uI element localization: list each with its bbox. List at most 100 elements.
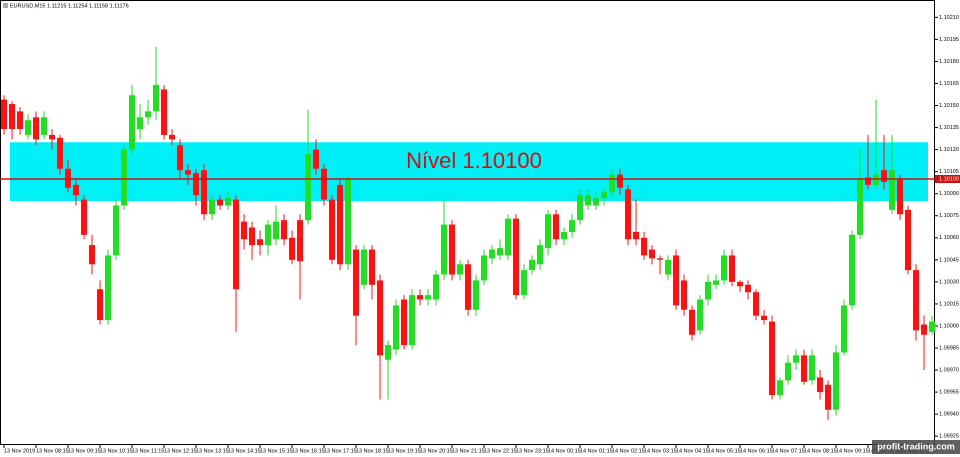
candle-body: [929, 321, 935, 332]
candle-body: [113, 205, 119, 256]
watermark-bg: [872, 440, 960, 454]
candle-body: [289, 237, 295, 260]
level-axis-box: [935, 175, 960, 184]
y-tick-label: 1.10180: [939, 59, 959, 65]
candle-body: [321, 168, 327, 200]
x-tick-label: 14 Nov 06:15: [740, 448, 773, 454]
candle-body: [505, 218, 511, 256]
candle-body: [825, 384, 831, 410]
candle-body: [193, 173, 199, 196]
y-tick-label: 1.10000: [939, 323, 959, 329]
candle-body: [457, 264, 463, 275]
candle-body: [633, 231, 639, 240]
candle-body: [153, 84, 159, 112]
symbol-icon: [3, 3, 8, 8]
x-tick-label: 13 Nov 18:15: [356, 448, 389, 454]
candle-body: [569, 220, 575, 232]
candle-body: [121, 149, 127, 206]
candle-body: [57, 137, 63, 169]
x-tick-label: 14 Nov 08:15: [804, 448, 837, 454]
candle-body: [393, 305, 399, 350]
level-axis-label: 1.10100: [939, 176, 959, 182]
candle-body: [561, 231, 567, 240]
candle-body: [905, 209, 911, 271]
candle-body: [465, 264, 471, 310]
y-tick-label: 1.09955: [939, 390, 959, 396]
candle-body: [737, 281, 743, 287]
candle-body: [593, 198, 599, 206]
x-tick-label: 13 Nov 08:15: [36, 448, 69, 454]
candle-body: [745, 284, 751, 293]
candle-body: [841, 305, 847, 353]
candle-body: [785, 362, 791, 381]
x-tick-label: 13 Nov 23:15: [516, 448, 549, 454]
candle-body: [337, 184, 343, 265]
candle-body: [601, 192, 607, 199]
candle-body: [657, 258, 663, 260]
candle-body: [161, 89, 167, 135]
candle-body: [881, 170, 887, 182]
y-tick-label: 1.09985: [939, 345, 959, 351]
level-zone: [10, 142, 928, 202]
candle-body: [809, 355, 815, 381]
y-tick-label: 1.10045: [939, 257, 959, 263]
candle-body: [889, 170, 895, 210]
x-tick-label: 14 Nov 01:15: [580, 448, 613, 454]
candle-body: [329, 199, 335, 260]
y-tick-label: 1.10165: [939, 81, 959, 87]
candle-body: [817, 377, 823, 393]
candle-body: [233, 199, 239, 290]
candle-body: [201, 170, 207, 215]
candle-body: [897, 179, 903, 215]
x-tick-label: 13 Nov 12:15: [164, 448, 197, 454]
candle-body: [209, 199, 215, 215]
x-tick-label: 14 Nov 04:15: [676, 448, 709, 454]
y-tick-label: 1.09925: [939, 434, 959, 440]
level-label: Nível 1.10100: [406, 148, 542, 173]
candle-body: [25, 120, 31, 135]
x-tick-label: 14 Nov 05:15: [708, 448, 741, 454]
candle-body: [41, 117, 47, 135]
candle-body: [689, 309, 695, 335]
chart-title: EURUSD,M15 1.11215 1.11254 1.11158 1.111…: [10, 3, 129, 9]
candle-body: [753, 292, 759, 316]
candle-body: [537, 245, 543, 265]
candle-body: [609, 174, 615, 193]
candle-body: [33, 117, 39, 140]
candle-body: [769, 321, 775, 396]
candle-body: [345, 179, 351, 265]
candle-body: [409, 295, 415, 346]
candle-body: [641, 237, 647, 256]
x-tick-label: 13 Nov 10:15: [100, 448, 133, 454]
candle-body: [529, 259, 535, 271]
x-tick-label: 13 Nov 19:15: [388, 448, 421, 454]
candle-body: [89, 245, 95, 265]
y-tick-label: 1.10015: [939, 301, 959, 307]
candle-body: [169, 134, 175, 140]
y-tick-label: 1.09940: [939, 412, 959, 418]
y-tick-label: 1.10195: [939, 37, 959, 43]
y-tick-label: 1.10120: [939, 147, 959, 153]
candle-body: [177, 145, 183, 171]
candle-body: [761, 315, 767, 321]
candle-body: [385, 345, 391, 360]
candle-body: [81, 199, 87, 235]
candle-body: [713, 280, 719, 285]
candle-body: [433, 274, 439, 300]
x-tick-label: 13 Nov 11:15: [132, 448, 164, 454]
y-tick-label: 1.10210: [939, 15, 959, 21]
candle-body: [497, 248, 503, 256]
x-tick-label: 13 Nov 21:15: [452, 448, 485, 454]
x-tick-label: 13 Nov 09:15: [68, 448, 101, 454]
candle-body: [673, 255, 679, 306]
candle-body: [305, 154, 311, 221]
y-tick-label: 1.10030: [939, 279, 959, 285]
x-tick-label: 14 Nov 07:15: [772, 448, 805, 454]
x-tick-label: 14 Nov 00:15: [548, 448, 581, 454]
x-tick-label: 13 Nov 2019: [4, 448, 35, 454]
candle-body: [921, 324, 927, 335]
candle-body: [649, 249, 655, 259]
candle-body: [353, 249, 359, 316]
candle-body: [249, 227, 255, 246]
